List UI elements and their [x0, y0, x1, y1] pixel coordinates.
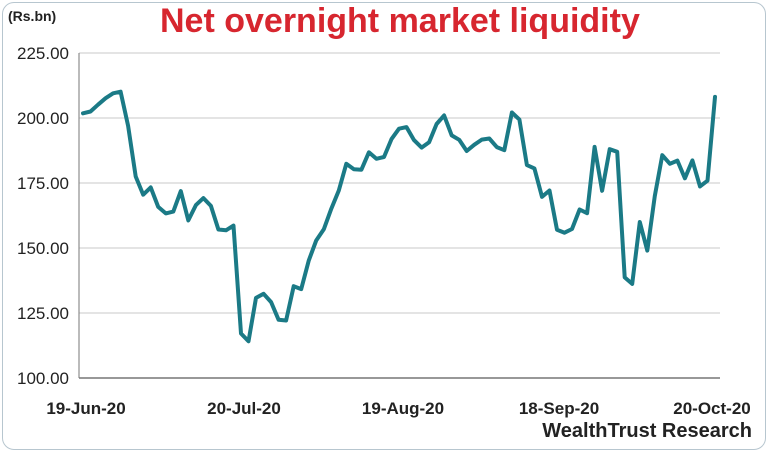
x-tick-label: 20-Jul-20 [207, 399, 281, 418]
series-line [81, 89, 717, 344]
y-tick-label: 225.00 [17, 44, 69, 63]
y-tick-label: 200.00 [17, 109, 69, 128]
y-tick-label: 100.00 [17, 369, 69, 388]
x-tick-label: 20-Oct-20 [673, 399, 750, 418]
y-tick-label: 150.00 [17, 239, 69, 258]
chart-title: Net overnight market liquidity [160, 2, 640, 40]
y-tick-label: 125.00 [17, 304, 69, 323]
y-axis-unit-label: (Rs.bn) [8, 8, 57, 24]
x-tick-label: 19-Aug-20 [362, 399, 444, 418]
y-tick-label: 175.00 [17, 174, 69, 193]
gridlines [79, 52, 720, 379]
source-credit: WealthTrust Research [542, 420, 752, 442]
plot-area [81, 89, 717, 344]
x-axis: 19-Jun-20 20-Jul-20 19-Aug-20 18-Sep-20 20-O… [46, 377, 751, 418]
y-axis: 225.00 200.00 175.00 150.00 125.00 100.00 [17, 44, 80, 388]
x-tick-label: 18-Sep-20 [519, 399, 599, 418]
x-tick-label: 19-Jun-20 [46, 399, 125, 418]
